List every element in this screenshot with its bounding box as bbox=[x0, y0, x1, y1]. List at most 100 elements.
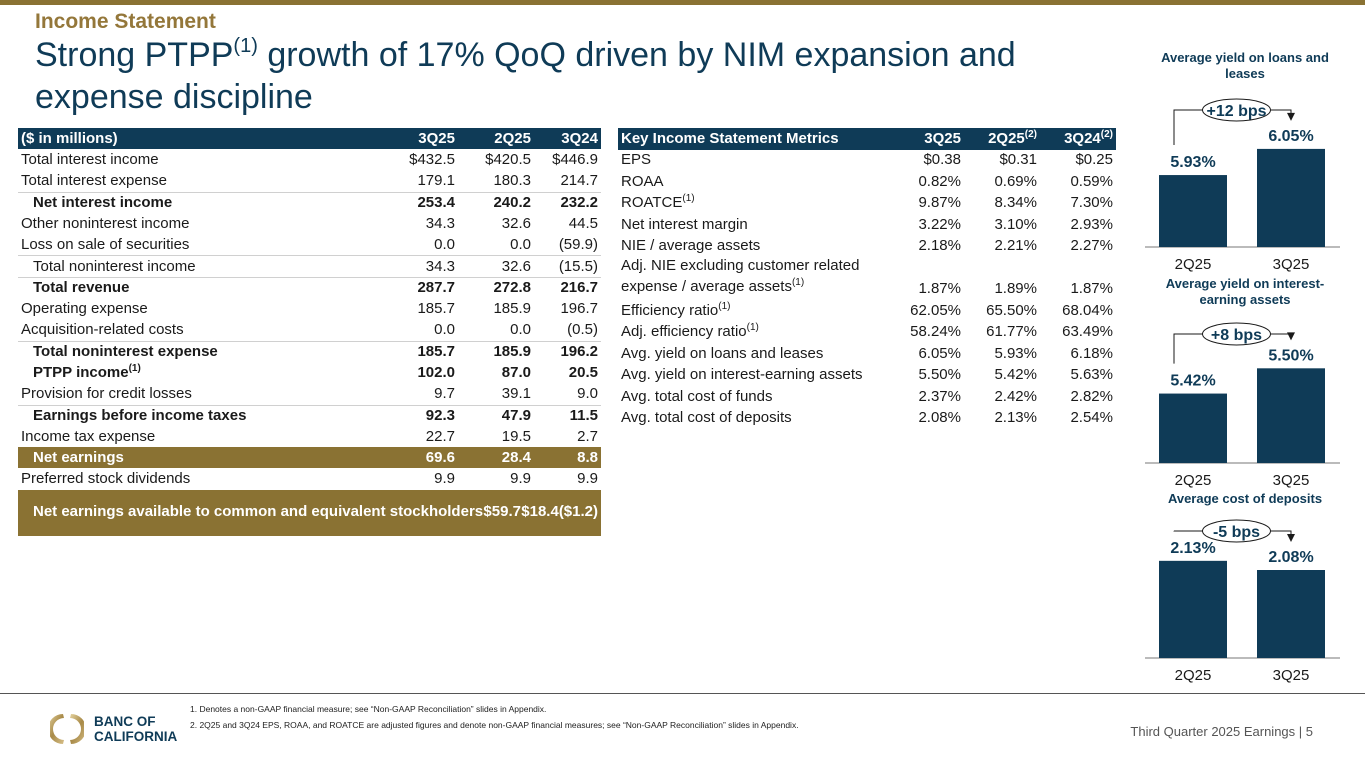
company-logo: BANC OF CALIFORNIA bbox=[50, 712, 177, 746]
chart-title: Average cost of deposits bbox=[1167, 491, 1323, 506]
metrics-cell-3q24: 0.59% bbox=[1070, 172, 1113, 190]
income-row: Net earnings 69.6 28.4 8.8 bbox=[18, 447, 601, 469]
income-row-label: PTPP income(1) bbox=[33, 362, 141, 381]
bar-3q25 bbox=[1257, 368, 1325, 463]
metrics-row: Avg. yield on interest-earning assets 5.5… bbox=[618, 365, 1116, 387]
metrics-row-label: Net interest margin bbox=[621, 215, 748, 233]
metrics-row-label: ROATCE(1) bbox=[621, 193, 695, 212]
income-cell-3q25: $59.7 bbox=[483, 503, 521, 521]
footer-divider bbox=[0, 693, 1365, 694]
delta-label: -5 bps bbox=[1213, 524, 1260, 541]
logo-line-1: BANC OF bbox=[94, 714, 156, 729]
bar-value-label: 2.08% bbox=[1268, 549, 1313, 566]
income-cell-3q24: 196.7 bbox=[560, 299, 598, 317]
income-row-label: Net earnings available to common and equ… bbox=[33, 503, 484, 521]
metrics-row: Adj. efficiency ratio(1) 58.24% 61.77% 63.4… bbox=[618, 322, 1116, 344]
footnote-ref: (1) bbox=[746, 322, 759, 334]
income-cell-3q25: 0.0 bbox=[434, 321, 455, 339]
income-cell-3q24: $446.9 bbox=[552, 150, 598, 168]
metrics-cell-3q24: 6.18% bbox=[1070, 344, 1113, 362]
income-cell-3q24: 8.8 bbox=[577, 448, 598, 466]
chart-title: Average yield on loans and leases bbox=[1161, 50, 1329, 81]
metrics-row: Avg. total cost of deposits 2.08% 2.13% 2.5… bbox=[618, 408, 1116, 430]
metrics-row-label: Adj. NIE excluding customer related expe… bbox=[621, 257, 860, 295]
logo-line-2: CALIFORNIA bbox=[94, 729, 178, 744]
footnote-ref: (2) bbox=[1100, 128, 1113, 140]
metrics-cell-2q25: 5.93% bbox=[994, 344, 1037, 362]
income-row: Total revenue 287.7 272.8 216.7 bbox=[18, 276, 601, 298]
income-row: Income tax expense 22.7 19.5 2.7 bbox=[18, 426, 601, 447]
bar-chart: 5.42% 2Q25 5.50% 3Q25 +8 bps bbox=[1145, 322, 1340, 489]
income-cell-2q25: 180.3 bbox=[493, 171, 531, 189]
metrics-cell-3q24: 2.54% bbox=[1070, 409, 1113, 427]
income-cell-3q24: (15.5) bbox=[558, 257, 598, 275]
metrics-row: ROATCE(1) 9.87% 8.34% 7.30% bbox=[618, 193, 1116, 215]
metrics-row-label: EPS bbox=[621, 151, 652, 169]
metrics-row-label: Avg. yield on loans and leases bbox=[621, 344, 824, 362]
delta-label: +8 bps bbox=[1211, 327, 1262, 344]
income-row: Earnings before income taxes 92.3 47.9 11.5 bbox=[18, 404, 601, 426]
page-title: Strong PTPP(1) growth of 17% QoQ driven … bbox=[35, 34, 1105, 118]
income-row-label: Provision for credit losses bbox=[21, 384, 192, 402]
bar-value-label: 5.50% bbox=[1268, 347, 1313, 364]
income-row: PTPP income(1) 102.0 87.0 20.5 bbox=[18, 362, 601, 383]
metrics-cell-3q25: 62.05% bbox=[910, 301, 961, 319]
income-row: Operating expense 185.7 185.9 196.7 bbox=[18, 298, 601, 319]
footnote-ref: (1) bbox=[128, 362, 141, 374]
income-cell-3q25: 287.7 bbox=[417, 278, 455, 296]
income-header-2q25: 2Q25 bbox=[494, 129, 531, 147]
income-cell-3q25: 22.7 bbox=[425, 427, 455, 445]
metrics-row-label: Efficiency ratio(1) bbox=[621, 300, 731, 319]
metrics-header-2q25: 2Q25(2) bbox=[988, 128, 1037, 147]
metrics-cell-3q25: 9.87% bbox=[918, 194, 961, 212]
income-row-label: Preferred stock dividends bbox=[21, 470, 191, 488]
metrics-header-3q24: 3Q24(2) bbox=[1064, 128, 1113, 147]
income-cell-2q25: 47.9 bbox=[501, 406, 531, 424]
metrics-header-row: Key Income Statement Metrics 3Q25 2Q25(2) 3… bbox=[618, 128, 1116, 150]
x-tick-label: 3Q25 bbox=[1273, 256, 1310, 273]
income-row: Net interest income 253.4 240.2 232.2 bbox=[18, 191, 601, 213]
income-cell-3q24: 214.7 bbox=[560, 171, 598, 189]
income-cell-2q25: 32.6 bbox=[501, 257, 531, 275]
section-label: Income Statement bbox=[35, 10, 216, 33]
income-cell-3q24: 196.2 bbox=[560, 342, 598, 360]
income-cell-3q25: 92.3 bbox=[425, 406, 455, 424]
income-cell-3q25: $432.5 bbox=[409, 150, 455, 168]
metrics-row: Avg. total cost of funds 2.37% 2.42% 2.82% bbox=[618, 386, 1116, 408]
metrics-row-label: NIE / average assets bbox=[621, 237, 761, 255]
metrics-cell-2q25: 2.21% bbox=[994, 237, 1037, 255]
bar-3q25 bbox=[1257, 570, 1325, 658]
footnote-ref: (1) bbox=[718, 300, 731, 312]
metrics-cell-3q25: 2.37% bbox=[918, 387, 961, 405]
title-text-rest: growth of 17% QoQ driven by NIM expansio… bbox=[35, 36, 1016, 116]
metrics-cell-2q25: 65.50% bbox=[986, 301, 1037, 319]
metrics-cell-2q25: 5.42% bbox=[994, 366, 1037, 384]
income-cell-3q24: (0.5) bbox=[567, 321, 598, 339]
page-footer: Third Quarter 2025 Earnings | 5 bbox=[1130, 724, 1313, 739]
metrics-cell-2q25: 61.77% bbox=[986, 323, 1037, 341]
income-row: Preferred stock dividends 9.9 9.9 9.9 bbox=[18, 468, 601, 489]
metrics-row: Adj. NIE excluding customer related expe… bbox=[618, 257, 1116, 300]
x-tick-label: 2Q25 bbox=[1175, 256, 1212, 273]
metrics-cell-2q25: 2.13% bbox=[994, 409, 1037, 427]
footnote-1: 1. Denotes a non-GAAP financial measure;… bbox=[190, 704, 547, 714]
chart-yield-loans: Average yield on loans and leases 5.93% 2Q… bbox=[1145, 50, 1345, 280]
income-cell-2q25: 32.6 bbox=[501, 214, 531, 232]
top-accent-bar bbox=[0, 0, 1365, 5]
income-row-label: Operating expense bbox=[21, 299, 148, 317]
metrics-cell-3q24: 1.87% bbox=[1070, 280, 1113, 297]
income-statement-table: ($ in millions) 3Q25 2Q25 3Q24 Total interes… bbox=[18, 128, 601, 536]
income-cell-3q24: 216.7 bbox=[560, 278, 598, 296]
income-cell-2q25: 272.8 bbox=[493, 278, 531, 296]
income-cell-2q25: $18.4 bbox=[521, 503, 559, 521]
metrics-cell-2q25: 8.34% bbox=[994, 194, 1037, 212]
income-cell-2q25: 19.5 bbox=[501, 427, 531, 445]
income-cell-3q24: ($1.2) bbox=[558, 503, 598, 521]
income-cell-3q25: 9.9 bbox=[434, 470, 455, 488]
metrics-cell-3q24: 2.93% bbox=[1070, 215, 1113, 233]
income-row-label: Acquisition-related costs bbox=[21, 321, 184, 339]
metrics-cell-3q24: $0.25 bbox=[1075, 151, 1113, 169]
arrow-down-icon bbox=[1287, 112, 1295, 121]
bar-2q25 bbox=[1159, 393, 1227, 463]
logo-ring-icon bbox=[50, 714, 84, 744]
